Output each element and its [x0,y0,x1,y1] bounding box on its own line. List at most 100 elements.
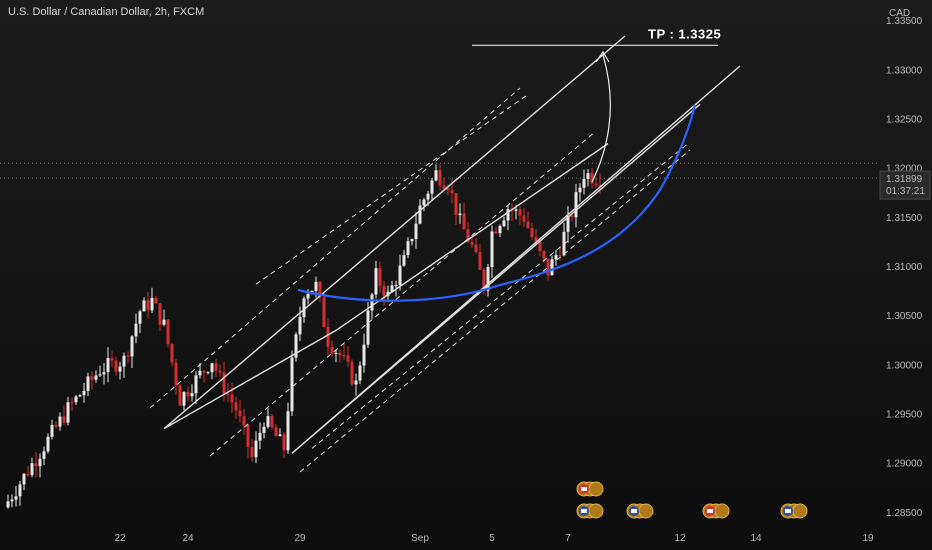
candle [522,208,526,227]
candle-body [62,416,66,423]
economic-event-icon[interactable] [702,503,730,519]
economic-event-icon[interactable] [576,481,604,497]
candle-body [426,193,430,200]
lower-trendline[interactable] [291,65,741,454]
candle-body [226,393,230,395]
candle-body [378,268,382,286]
candle [558,245,562,261]
candle-body [78,395,82,397]
candle [414,212,418,249]
candle-body [230,394,234,403]
candle [510,202,514,222]
candle-body [598,185,602,187]
economic-event-icon[interactable] [626,503,654,519]
channel-line[interactable] [163,143,609,430]
date-axis-label: 19 [862,533,874,544]
channel-line-dashed[interactable] [255,94,529,285]
candle-body [82,390,86,396]
candle-body [466,229,470,243]
cup-curve[interactable] [297,104,697,302]
upper-trendline[interactable] [163,35,626,430]
candle-body [554,255,558,260]
candle [242,408,246,435]
candle-body [546,258,550,276]
candle [166,319,170,348]
candle-body [486,266,490,291]
candle [74,394,78,405]
candle [542,250,546,264]
candle [118,361,122,380]
candle-body [354,380,358,385]
candle [90,371,94,390]
price-axis-label: 1.30000 [886,360,923,371]
candle [70,397,74,412]
candle-body [422,199,426,206]
economic-event-icon[interactable] [576,503,604,519]
candle [266,408,270,429]
candle-body [154,298,158,304]
candle-body [586,173,590,179]
candle-body [482,269,486,291]
candle-body [334,352,338,354]
candle-body [326,327,330,347]
candle [238,399,242,423]
candle [354,373,358,396]
price-axis-label: 1.32000 [886,164,923,175]
price-axis-label: 1.29000 [886,459,923,470]
candle [26,465,30,478]
candle [142,297,146,312]
price-axis-label: 1.31500 [886,213,923,224]
candle-body [558,255,562,257]
candle-body [406,241,410,256]
candle [454,192,458,225]
candle [66,396,70,426]
current-price-badge[interactable] [879,170,931,200]
economic-event-icon[interactable] [780,503,808,519]
symbol-title[interactable]: U.S. Dollar / Canadian Dollar, 2h, FXCM [8,6,205,18]
candle [474,237,478,254]
candle-body [474,244,478,253]
date-axis-label: Sep [411,533,429,544]
candle [218,364,222,378]
candle [182,391,186,411]
candle-body [202,370,206,373]
candle-body [346,355,350,362]
candle-body [370,294,374,311]
candle-body [410,239,414,242]
candle-body [526,221,530,228]
channel-line-dashed[interactable] [311,143,689,449]
candle [46,433,50,454]
candle [114,356,118,376]
candle [110,350,114,367]
candle [158,303,162,332]
candle [326,318,330,357]
candle [374,260,378,299]
candle-body [174,362,178,386]
candle [358,361,362,385]
candle [578,183,582,202]
candle [194,371,198,405]
candle-body [22,473,26,485]
projection-arrow[interactable] [591,54,611,183]
candle [590,167,594,189]
candle-body [494,231,498,234]
candle-body [170,344,174,363]
candle-body [506,209,510,221]
candle-body [518,209,522,216]
candle-body [134,323,138,337]
candle [258,422,262,450]
candle [586,169,590,187]
candle [294,332,298,362]
candle-body [66,402,70,423]
candle-body [462,213,466,230]
candle-body [58,416,62,427]
candle-body [358,365,362,381]
candle [274,423,278,437]
candle-body [390,285,394,292]
candle [6,494,10,509]
candle [138,309,142,334]
candle-body [366,310,370,345]
candle [154,296,158,304]
